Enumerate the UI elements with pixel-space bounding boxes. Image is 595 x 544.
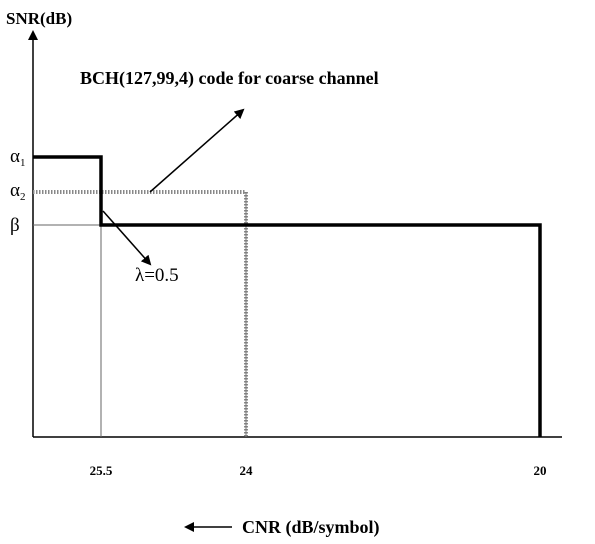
y-axis-label: SNR(dB) bbox=[6, 9, 72, 28]
x-tick-label: 20 bbox=[534, 463, 547, 478]
snr-curve bbox=[33, 155, 542, 437]
alpha2-curve bbox=[33, 190, 248, 437]
level-symbol: α bbox=[10, 146, 20, 167]
annotation-arrow bbox=[149, 108, 245, 193]
level-symbol: α bbox=[10, 180, 20, 201]
x-tick-label: 25.5 bbox=[90, 463, 113, 478]
x-axis-label: CNR (dB/symbol) bbox=[242, 517, 380, 538]
level-label: α1 bbox=[10, 146, 25, 169]
annotation: λ=0.5 bbox=[135, 265, 179, 286]
level-label: β bbox=[10, 215, 20, 236]
annotation-arrow bbox=[102, 210, 152, 266]
annotation: BCH(127,99,4) code for coarse channel bbox=[80, 68, 379, 89]
level-sub: 2 bbox=[20, 191, 26, 203]
level-label: α2 bbox=[10, 180, 25, 203]
level-sub: 1 bbox=[20, 157, 26, 169]
x-tick-label: 24 bbox=[240, 463, 254, 478]
